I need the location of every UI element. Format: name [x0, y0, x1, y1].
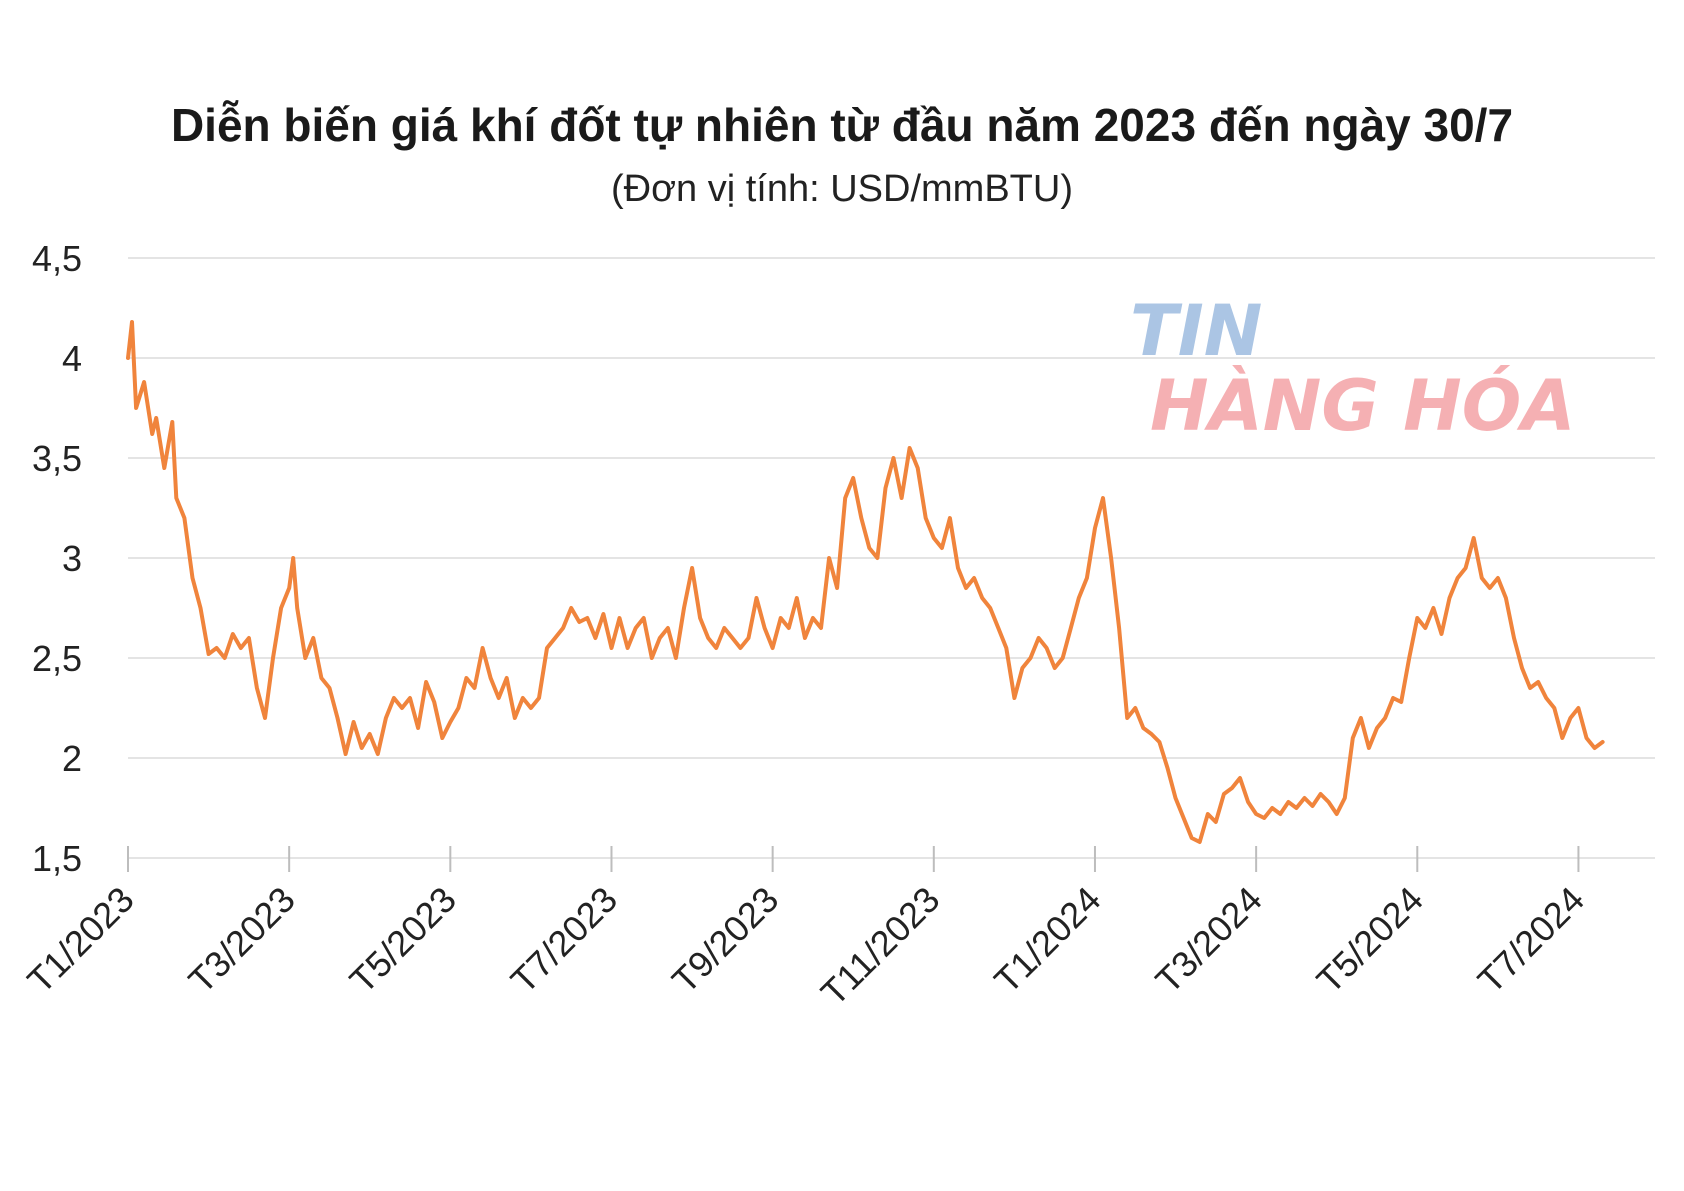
- x-tick-label: T3/2023: [180, 879, 302, 1001]
- gridlines: [128, 257, 1655, 859]
- x-axis-ticks: T1/2023 T3/2023 T5/2023 T7/2023 T9/2023 T11/2…: [19, 846, 1592, 1013]
- y-tick-label: 3: [62, 538, 82, 579]
- watermark-tin: TIN: [1130, 290, 1263, 372]
- watermark-hang-hoa: HÀNG HÓA: [1150, 365, 1576, 447]
- x-tick-label: T5/2024: [1309, 879, 1431, 1001]
- y-tick-label: 4: [62, 338, 82, 379]
- x-tick-label: T9/2023: [664, 879, 786, 1001]
- y-tick-label: 2: [62, 738, 82, 779]
- series-line: [126, 320, 1605, 844]
- y-tick-label: 1,5: [32, 838, 82, 879]
- x-tick-label: T11/2023: [813, 879, 948, 1014]
- x-tick-label: T7/2024: [1470, 879, 1592, 1001]
- x-tick-label: T5/2023: [342, 879, 464, 1001]
- chart-subtitle: (Đơn vị tính: USD/mmBTU): [611, 168, 1073, 210]
- x-tick-label: T7/2023: [503, 879, 625, 1001]
- y-axis-ticks: 4,5 4 3,5 3 2,5 2 1,5: [32, 238, 82, 879]
- x-tick-label: T3/2024: [1147, 879, 1269, 1001]
- y-tick-label: 2,5: [32, 638, 82, 679]
- y-tick-label: 3,5: [32, 438, 82, 479]
- chart-title: Diễn biến giá khí đốt tự nhiên từ đầu nă…: [170, 99, 1514, 151]
- y-tick-label: 4,5: [32, 238, 82, 279]
- x-tick-label: T1/2024: [986, 879, 1108, 1001]
- x-tick-label: T1/2023: [19, 879, 141, 1001]
